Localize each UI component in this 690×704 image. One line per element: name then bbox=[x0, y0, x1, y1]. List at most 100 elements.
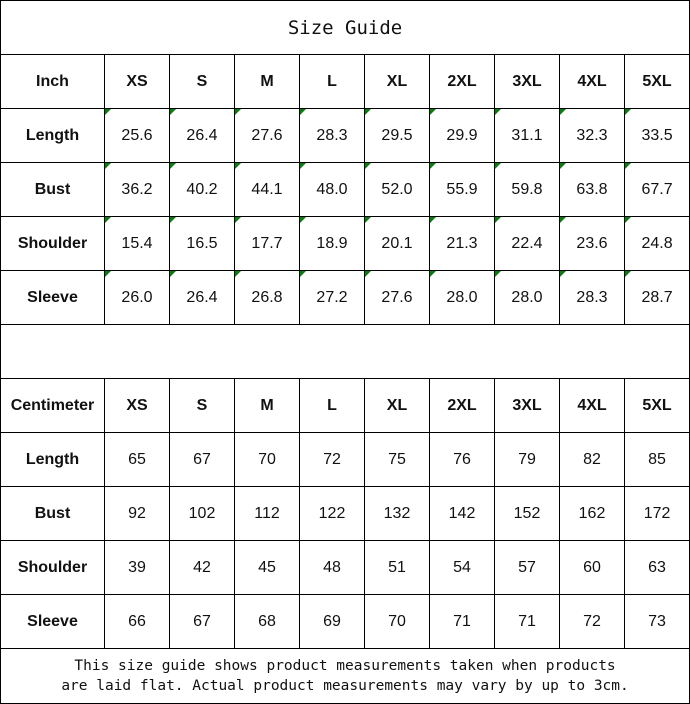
measurement-value: 65 bbox=[104, 432, 170, 487]
size-header: M bbox=[234, 378, 300, 433]
size-header: 2XL bbox=[429, 378, 495, 433]
size-header: S bbox=[169, 378, 235, 433]
measurement-label: Shoulder bbox=[0, 540, 105, 595]
measurement-value: 68 bbox=[234, 594, 300, 649]
measurement-value: 48 bbox=[299, 540, 365, 595]
table-row: Shoulder 39 42 45 48 51 54 57 60 63 bbox=[0, 540, 690, 595]
size-header: 2XL bbox=[429, 54, 495, 109]
measurement-value: 27.6 bbox=[234, 108, 300, 163]
measurement-value: 28.7 bbox=[623, 270, 690, 325]
measurement-value: 26.4 bbox=[169, 270, 235, 325]
measurement-value: 28.3 bbox=[559, 270, 625, 325]
measurement-value: 72 bbox=[559, 594, 625, 649]
measurement-value: 24.8 bbox=[623, 216, 690, 271]
measurement-value: 70 bbox=[234, 432, 300, 487]
measurement-label: Bust bbox=[0, 162, 105, 217]
table-row: Bust 92 102 112 122 132 142 152 162 172 bbox=[0, 486, 690, 541]
measurement-value: 29.9 bbox=[429, 108, 495, 163]
measurement-value: 67 bbox=[169, 594, 235, 649]
footer-row: This size guide shows product measuremen… bbox=[0, 648, 690, 704]
inch_table-header-row: Inch XS S M L XL 2XL 3XL 4XL 5XL bbox=[0, 54, 690, 109]
footer-note: This size guide shows product measuremen… bbox=[0, 648, 690, 704]
spacer-row bbox=[0, 324, 690, 379]
cm_table-header-row: Centimeter XS S M L XL 2XL 3XL 4XL 5XL bbox=[0, 378, 690, 433]
unit-label: Centimeter bbox=[0, 378, 105, 433]
measurement-value: 27.2 bbox=[299, 270, 365, 325]
measurement-value: 15.4 bbox=[104, 216, 170, 271]
table-row: Bust 36.2 40.2 44.1 48.0 52.0 55.9 59.8 63.8 67.7 bbox=[0, 162, 690, 217]
measurement-value: 122 bbox=[299, 486, 365, 541]
table-row: Sleeve 66 67 68 69 70 71 71 72 73 bbox=[0, 594, 690, 649]
measurement-value: 27.6 bbox=[364, 270, 430, 325]
measurement-value: 72 bbox=[299, 432, 365, 487]
measurement-value: 18.9 bbox=[299, 216, 365, 271]
measurement-value: 79 bbox=[494, 432, 560, 487]
measurement-value: 33.5 bbox=[623, 108, 690, 163]
measurement-value: 57 bbox=[494, 540, 560, 595]
measurement-value: 75 bbox=[364, 432, 430, 487]
size-header: 4XL bbox=[559, 378, 625, 433]
measurement-value: 162 bbox=[559, 486, 625, 541]
measurement-value: 22.4 bbox=[494, 216, 560, 271]
measurement-label: Length bbox=[0, 108, 105, 163]
size-header: 5XL bbox=[623, 378, 690, 433]
measurement-value: 23.6 bbox=[559, 216, 625, 271]
table-row: Sleeve 26.0 26.4 26.8 27.2 27.6 28.0 28.0 28.3 28… bbox=[0, 270, 690, 325]
page-title: Size Guide bbox=[0, 0, 690, 55]
table-row: Shoulder 15.4 16.5 17.7 18.9 20.1 21.3 22.4 23.6… bbox=[0, 216, 690, 271]
measurement-label: Shoulder bbox=[0, 216, 105, 271]
footer-line-2: are laid flat. Actual product measuremen… bbox=[61, 678, 629, 694]
measurement-value: 52.0 bbox=[364, 162, 430, 217]
size-header: XL bbox=[364, 378, 430, 433]
measurement-label: Length bbox=[0, 432, 105, 487]
size-header: L bbox=[299, 54, 365, 109]
measurement-value: 28.3 bbox=[299, 108, 365, 163]
measurement-value: 70 bbox=[364, 594, 430, 649]
measurement-value: 71 bbox=[429, 594, 495, 649]
measurement-value: 63.8 bbox=[559, 162, 625, 217]
size-header: L bbox=[299, 378, 365, 433]
measurement-label: Bust bbox=[0, 486, 105, 541]
measurement-label: Sleeve bbox=[0, 594, 105, 649]
measurement-label: Sleeve bbox=[0, 270, 105, 325]
measurement-value: 26.4 bbox=[169, 108, 235, 163]
measurement-value: 25.6 bbox=[104, 108, 170, 163]
measurement-value: 82 bbox=[559, 432, 625, 487]
measurement-value: 73 bbox=[623, 594, 690, 649]
size-header: 5XL bbox=[623, 54, 690, 109]
measurement-value: 26.0 bbox=[104, 270, 170, 325]
table-row: Length 25.6 26.4 27.6 28.3 29.5 29.9 31.1 32.3 33… bbox=[0, 108, 690, 163]
size-header: 3XL bbox=[494, 54, 560, 109]
measurement-value: 85 bbox=[623, 432, 690, 487]
measurement-value: 36.2 bbox=[104, 162, 170, 217]
measurement-value: 39 bbox=[104, 540, 170, 595]
size-header: 4XL bbox=[559, 54, 625, 109]
measurement-value: 112 bbox=[234, 486, 300, 541]
measurement-value: 172 bbox=[623, 486, 690, 541]
measurement-value: 152 bbox=[494, 486, 560, 541]
measurement-value: 67 bbox=[169, 432, 235, 487]
measurement-value: 31.1 bbox=[494, 108, 560, 163]
measurement-value: 63 bbox=[623, 540, 690, 595]
measurement-value: 55.9 bbox=[429, 162, 495, 217]
table-row: Length 65 67 70 72 75 76 79 82 85 bbox=[0, 432, 690, 487]
measurement-value: 60 bbox=[559, 540, 625, 595]
measurement-value: 29.5 bbox=[364, 108, 430, 163]
measurement-value: 51 bbox=[364, 540, 430, 595]
measurement-value: 20.1 bbox=[364, 216, 430, 271]
measurement-value: 59.8 bbox=[494, 162, 560, 217]
measurement-value: 76 bbox=[429, 432, 495, 487]
measurement-value: 26.8 bbox=[234, 270, 300, 325]
size-header: S bbox=[169, 54, 235, 109]
measurement-value: 16.5 bbox=[169, 216, 235, 271]
measurement-value: 45 bbox=[234, 540, 300, 595]
size-header: XL bbox=[364, 54, 430, 109]
measurement-value: 132 bbox=[364, 486, 430, 541]
measurement-value: 66 bbox=[104, 594, 170, 649]
measurement-value: 69 bbox=[299, 594, 365, 649]
measurement-value: 48.0 bbox=[299, 162, 365, 217]
measurement-value: 21.3 bbox=[429, 216, 495, 271]
measurement-value: 92 bbox=[104, 486, 170, 541]
measurement-value: 40.2 bbox=[169, 162, 235, 217]
footer-line-1: This size guide shows product measuremen… bbox=[74, 658, 616, 674]
